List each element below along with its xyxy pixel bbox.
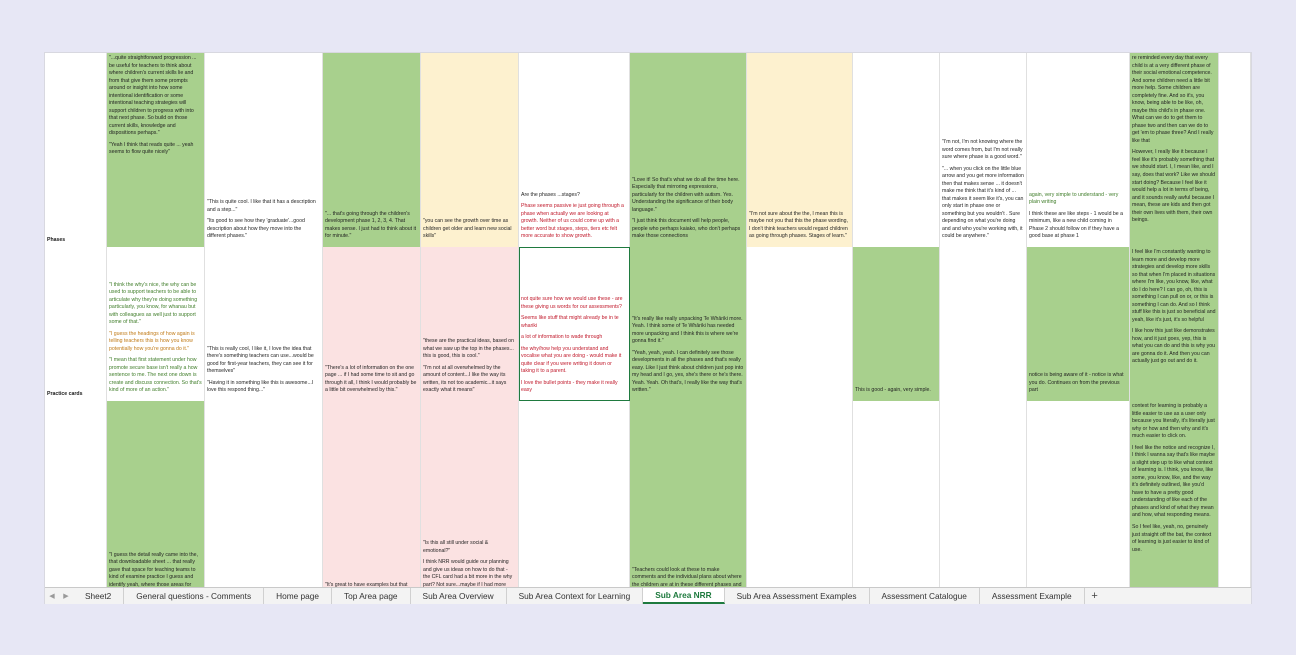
comment-cell[interactable]: "This is really cool, I like it, I love … bbox=[205, 247, 323, 401]
comment-text: Phase seems passive ie just going throug… bbox=[521, 203, 626, 240]
comment-text: a lot of information to wade through bbox=[521, 334, 603, 341]
sheet-tab-bar: ◀ ▶ Sheet2 General questions - Comments Ho… bbox=[45, 587, 1251, 604]
row-other-comments: other comments"I guess the detail really… bbox=[45, 401, 1251, 603]
comment-text: again, very simple to understand - very … bbox=[1029, 191, 1120, 206]
comment-cell[interactable]: "I think the why's nice, the why can be … bbox=[107, 247, 205, 401]
comment-cell[interactable] bbox=[940, 247, 1027, 401]
comment-cell[interactable]: "Teachers could look at these to make co… bbox=[630, 401, 747, 603]
comment-cell[interactable]: Are the phases ...stages? Phase seems pas… bbox=[519, 53, 630, 247]
comment-text: "Yeah, yeah, yeah. I can definitely see … bbox=[632, 349, 745, 394]
comment-cell[interactable]: "I'm not, I'm not knowing where the word… bbox=[940, 53, 1027, 247]
comment-text: re reminded every day that every child i… bbox=[1132, 55, 1215, 144]
comment-cell[interactable]: "It's really like really unpacking Te Wh… bbox=[630, 247, 747, 401]
comment-text: "There's a lot of information on the one… bbox=[325, 364, 418, 394]
comment-cell[interactable]: "these are the practical ideas, based on… bbox=[421, 247, 519, 401]
comment-text: the why/how help you understand and voca… bbox=[521, 345, 623, 375]
add-sheet-button[interactable]: + bbox=[1091, 590, 1098, 602]
row-header-cell[interactable]: Phases bbox=[45, 53, 107, 247]
comment-cell[interactable] bbox=[853, 401, 940, 603]
comment-cell[interactable] bbox=[940, 401, 1027, 603]
sheet-tab-assessment-catalogue[interactable]: Assessment Catalogue bbox=[870, 588, 980, 604]
prev-sheet-button[interactable]: ◀ bbox=[49, 593, 55, 600]
comment-text: "This is really cool, I like it, I love … bbox=[207, 345, 316, 375]
row-practice-cards: Practice cards "I think the why's nice, t… bbox=[45, 247, 1251, 402]
comment-text: However, I really like it because I feel… bbox=[1132, 149, 1217, 224]
comment-cell[interactable]: re reminded every day that every child i… bbox=[1130, 53, 1219, 247]
comment-cell[interactable] bbox=[1219, 247, 1251, 401]
comment-cell[interactable]: context for learning is probably a littl… bbox=[1130, 401, 1219, 603]
comment-cell[interactable]: "I'm not sure about the the, I mean this… bbox=[747, 53, 853, 247]
comment-cell[interactable]: This is good - again, very simple. bbox=[853, 247, 940, 401]
sheet-tab-sub-area-assessment-examples[interactable]: Sub Area Assessment Examples bbox=[725, 588, 870, 604]
row-header-label: Phases bbox=[47, 237, 66, 244]
comment-text: So I feel like, yeah, no, genuinely just… bbox=[1132, 523, 1213, 553]
comment-cell[interactable]: "I guess the detail really came into the… bbox=[107, 401, 205, 603]
sheet-tab-sub-area-nrr[interactable]: Sub Area NRR bbox=[643, 588, 725, 604]
comment-cell[interactable]: "... that's going through the children's… bbox=[323, 53, 421, 247]
sheet-tab-top-area-page[interactable]: Top Area page bbox=[332, 588, 411, 604]
comment-cell[interactable]: not quite sure how we would use these - … bbox=[519, 247, 630, 401]
comment-cell[interactable] bbox=[519, 401, 630, 603]
comment-text: "This is quite cool. I like that it has … bbox=[207, 199, 318, 213]
comment-text: "... that's going through the children's… bbox=[325, 210, 418, 240]
comment-cell[interactable] bbox=[747, 401, 853, 603]
comment-text: "I mean that first statement under how p… bbox=[109, 357, 204, 394]
comment-cell[interactable] bbox=[747, 247, 853, 401]
next-sheet-button[interactable]: ▶ bbox=[63, 593, 69, 600]
row-header-label: Practice cards bbox=[47, 391, 83, 398]
comment-text: "It's really like really unpacking Te Wh… bbox=[632, 315, 744, 345]
comment-text: "I think the why's nice, the why can be … bbox=[109, 281, 199, 326]
comment-text: "I guess the headings of how again is te… bbox=[109, 330, 197, 352]
comment-cell[interactable] bbox=[205, 401, 323, 603]
comment-cell[interactable]: again, very simple to understand - very … bbox=[1027, 53, 1130, 247]
comment-cell[interactable] bbox=[1219, 401, 1251, 603]
comment-cell[interactable]: I feel like I'm constantly wanting to le… bbox=[1130, 247, 1219, 401]
comment-cell[interactable]: "Is this all still under social & emotio… bbox=[421, 401, 519, 603]
comment-cell[interactable] bbox=[853, 53, 940, 247]
comment-text: "Having it in something like this is awe… bbox=[207, 379, 315, 394]
comment-text: "Love it! So that's what we do all the t… bbox=[632, 176, 741, 213]
comment-text: Are the phases ...stages? bbox=[521, 191, 580, 198]
comment-text: "Its good to see how they 'graduate'...g… bbox=[207, 218, 307, 240]
comment-text: "I'm not sure about the the, I mean this… bbox=[749, 210, 850, 240]
comment-text: "...quite straightforward progression ..… bbox=[109, 55, 198, 137]
comment-text: not quite sure how we would use these - … bbox=[521, 296, 624, 310]
comment-text: I feel like the notice and recognize I, … bbox=[1132, 444, 1217, 519]
comment-text: context for learning is probably a littl… bbox=[1132, 403, 1217, 440]
spreadsheet-grid[interactable]: Phases "...quite straightforward progress… bbox=[45, 53, 1251, 603]
comment-cell[interactable]: "There's a lot of information on the one… bbox=[323, 247, 421, 401]
comment-text: "... when you click on the little blue a… bbox=[942, 165, 1026, 240]
comment-text: notice is being aware of it - notice is … bbox=[1029, 372, 1126, 394]
comment-cell[interactable]: "Love it! So that's what we do all the t… bbox=[630, 53, 747, 247]
comment-text: This is good - again, very simple. bbox=[855, 387, 931, 394]
row-header-cell[interactable]: other comments bbox=[45, 401, 107, 603]
comment-cell[interactable]: notice is being aware of it - notice is … bbox=[1027, 247, 1130, 401]
sheet-tab-sub-area-context-for-learning[interactable]: Sub Area Context for Learning bbox=[507, 588, 644, 604]
comment-text: "Is this all still under social & emotio… bbox=[423, 540, 490, 554]
comment-cell[interactable]: "you can see the growth over time as chi… bbox=[421, 53, 519, 247]
comment-text: "Yeah I think that reads quite ... yeah … bbox=[109, 141, 195, 156]
comment-text: "these are the practical ideas, based on… bbox=[423, 338, 516, 360]
comment-text: I love the bullet points - they make it … bbox=[521, 379, 620, 394]
sheet-tab-general-questions-comments[interactable]: General questions - Comments bbox=[124, 588, 265, 604]
sheet-tab-sheet2[interactable]: Sheet2 bbox=[73, 588, 125, 604]
comment-text: I think these are like steps - 1 would b… bbox=[1029, 210, 1125, 240]
comment-cell[interactable]: "It's great to have examples but that se… bbox=[323, 401, 421, 603]
row-header-cell[interactable]: Practice cards bbox=[45, 247, 107, 401]
comment-cell[interactable]: "This is quite cool. I like that it has … bbox=[205, 53, 323, 247]
sheet-tab-assessment-example[interactable]: Assessment Example bbox=[980, 588, 1085, 604]
comment-text: "I'm not at all overwhelmed by the amoun… bbox=[423, 364, 508, 394]
comment-text: "you can see the growth over time as chi… bbox=[423, 218, 513, 240]
comment-text: Seems like stuff that might already be i… bbox=[521, 315, 621, 329]
comment-cell[interactable]: "...quite straightforward progression ..… bbox=[107, 53, 205, 247]
sheet-tab-sub-area-overview[interactable]: Sub Area Overview bbox=[411, 588, 507, 604]
comment-text: I feel like I'm constantly wanting to le… bbox=[1132, 249, 1217, 323]
comment-cell[interactable] bbox=[1219, 53, 1251, 247]
comment-text: I like how this just like demonstrates h… bbox=[1132, 328, 1217, 365]
comment-text: "I just think this document will help pe… bbox=[632, 218, 742, 240]
comment-cell[interactable] bbox=[1027, 401, 1130, 603]
row-phases: Phases "...quite straightforward progress… bbox=[45, 53, 1251, 248]
comment-text: "I'm not, I'm not knowing where the word… bbox=[942, 139, 1025, 161]
sheet-tab-home-page[interactable]: Home page bbox=[264, 588, 333, 604]
